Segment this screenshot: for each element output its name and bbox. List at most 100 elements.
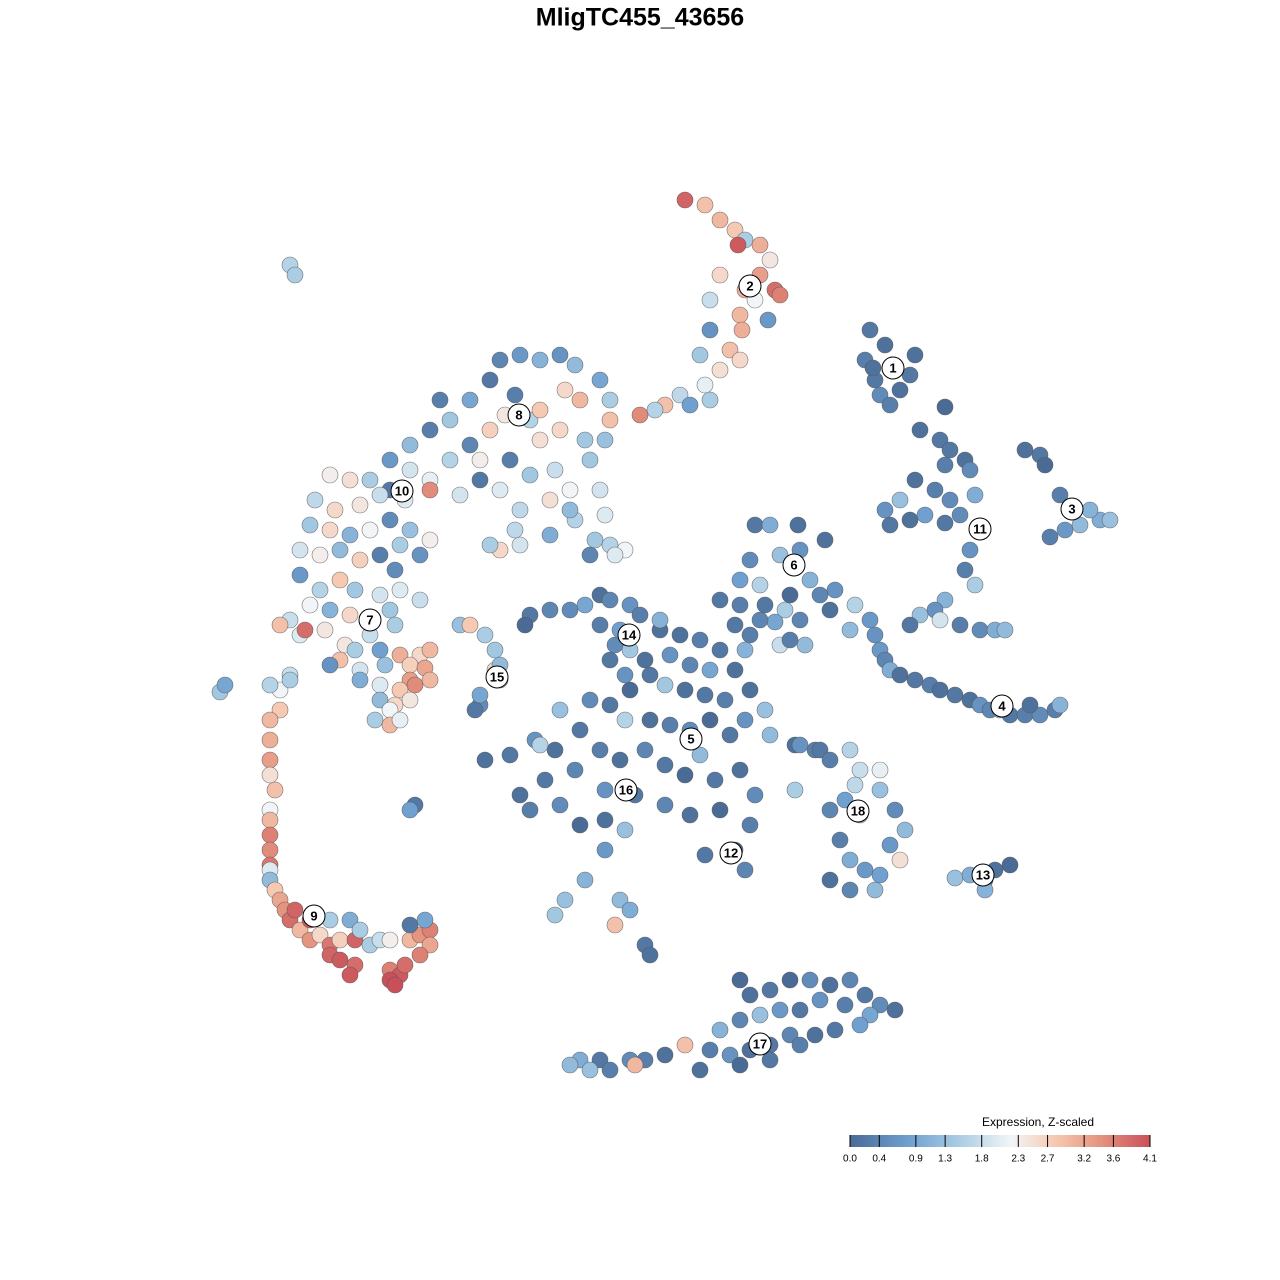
point xyxy=(681,396,699,414)
point xyxy=(741,816,759,834)
point xyxy=(351,671,369,689)
point xyxy=(551,346,569,364)
point xyxy=(936,456,954,474)
point xyxy=(761,516,779,534)
cluster-marker xyxy=(968,517,992,541)
point xyxy=(641,711,659,729)
point xyxy=(911,606,929,624)
point xyxy=(561,501,579,519)
cluster-label: 10 xyxy=(395,483,409,498)
point xyxy=(841,971,859,989)
point xyxy=(733,321,751,339)
cluster-marker xyxy=(719,841,743,865)
point xyxy=(486,641,504,659)
point xyxy=(591,371,609,389)
point xyxy=(561,1056,579,1074)
point xyxy=(771,286,789,304)
point xyxy=(551,796,569,814)
point xyxy=(616,666,634,684)
point xyxy=(806,1026,824,1044)
point xyxy=(751,236,769,254)
point xyxy=(576,431,594,449)
point xyxy=(611,891,629,909)
point xyxy=(811,991,829,1009)
point xyxy=(846,776,864,794)
point xyxy=(841,881,859,899)
point xyxy=(316,621,334,639)
point xyxy=(621,596,639,614)
point xyxy=(861,611,879,629)
point xyxy=(481,536,499,554)
point xyxy=(566,356,584,374)
point xyxy=(576,871,594,889)
point xyxy=(401,916,419,934)
point xyxy=(581,691,599,709)
cluster-label: 17 xyxy=(753,1036,767,1051)
point xyxy=(966,576,984,594)
point xyxy=(766,613,784,631)
point xyxy=(821,801,839,819)
point xyxy=(681,656,699,674)
point xyxy=(421,671,439,689)
cluster-marker xyxy=(971,863,995,887)
point xyxy=(411,946,429,964)
point xyxy=(781,971,799,989)
point xyxy=(261,811,279,829)
point xyxy=(391,711,409,729)
point xyxy=(291,921,309,939)
point xyxy=(871,996,889,1014)
colorbar-tick-label: 3.2 xyxy=(1077,1154,1091,1165)
point xyxy=(601,391,619,409)
point xyxy=(871,866,889,884)
point xyxy=(556,381,574,399)
point xyxy=(711,266,729,284)
point xyxy=(491,481,509,499)
point xyxy=(371,546,389,564)
point xyxy=(711,591,729,609)
point xyxy=(1031,706,1049,724)
point xyxy=(801,571,819,589)
point xyxy=(831,831,849,849)
point xyxy=(841,851,859,869)
point xyxy=(851,761,869,779)
point xyxy=(936,398,954,416)
point xyxy=(691,346,709,364)
cluster-label: 12 xyxy=(724,845,738,860)
point xyxy=(341,966,359,984)
point xyxy=(711,361,729,379)
point xyxy=(901,511,919,529)
point xyxy=(876,501,894,519)
cluster-label: 11 xyxy=(973,521,987,536)
point xyxy=(701,1041,719,1059)
point xyxy=(866,881,884,899)
point xyxy=(731,351,749,369)
point xyxy=(551,421,569,439)
point xyxy=(321,656,339,674)
point xyxy=(606,916,624,934)
point xyxy=(491,351,509,369)
cluster-label: 3 xyxy=(1068,501,1075,516)
point xyxy=(791,1001,809,1019)
point xyxy=(411,546,429,564)
point xyxy=(771,546,789,564)
point xyxy=(636,651,654,669)
point xyxy=(351,551,369,569)
point xyxy=(971,621,989,639)
cluster-marker xyxy=(390,479,414,503)
point xyxy=(881,516,899,534)
point xyxy=(661,716,679,734)
point xyxy=(556,891,574,909)
point xyxy=(1016,441,1034,459)
colorbar-tick-label: 0.9 xyxy=(909,1154,923,1165)
colorbar-title: Expression, Z-scaled xyxy=(982,1115,1094,1129)
point xyxy=(841,741,859,759)
point xyxy=(261,731,279,749)
point xyxy=(759,311,777,329)
chart-title: MligTC455_43656 xyxy=(536,4,744,32)
point xyxy=(741,626,759,644)
point xyxy=(906,346,924,364)
point xyxy=(501,451,519,469)
point xyxy=(731,596,749,614)
point xyxy=(696,686,714,704)
point xyxy=(731,1011,749,1029)
